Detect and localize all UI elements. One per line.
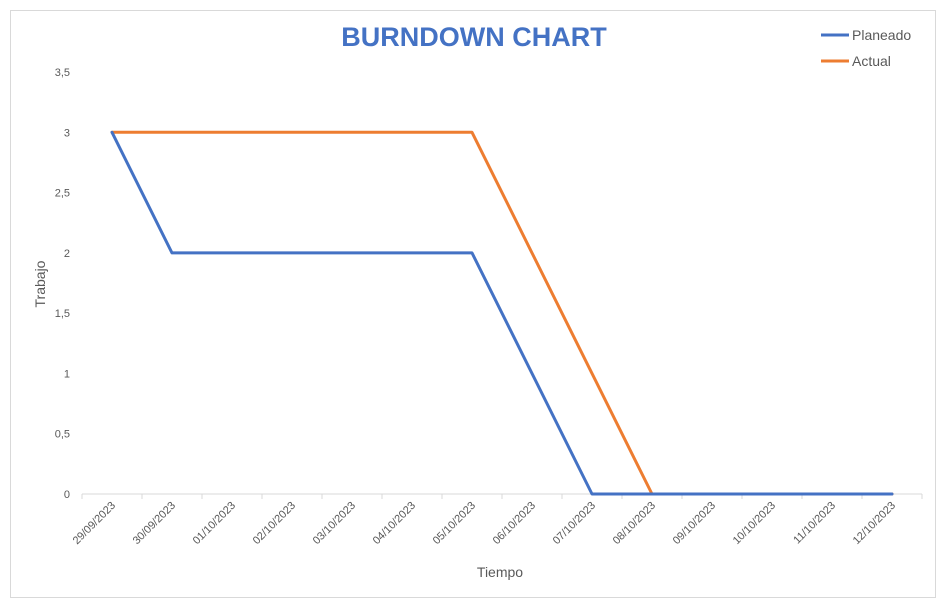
y-axis-title: Trabajo: [32, 260, 48, 307]
y-tick-label: 3,5: [55, 67, 70, 79]
x-tick-label: 04/10/2023: [371, 500, 418, 547]
chart-title: BURNDOWN CHART: [341, 22, 607, 52]
legend-label-actual: Actual: [852, 53, 891, 69]
x-tick-label: 10/10/2023: [731, 500, 778, 547]
x-tick-label: 29/09/2023: [71, 500, 118, 547]
y-tick-label: 1: [64, 368, 70, 380]
x-tick-label: 06/10/2023: [491, 500, 538, 547]
legend-label-planeado: Planeado: [852, 27, 911, 43]
x-axis-ticks: 29/09/2023 30/09/2023 01/10/2023 02/10/2023…: [71, 494, 923, 547]
x-tick-label: 08/10/2023: [611, 500, 658, 547]
series-lines: [110, 130, 894, 496]
x-tick-label: 09/10/2023: [671, 500, 718, 547]
x-tick-label: 11/10/2023: [791, 500, 838, 547]
x-tick-label: 02/10/2023: [251, 500, 298, 547]
x-tick-label: 03/10/2023: [311, 500, 358, 547]
y-axis-ticks: 0 0,5 1 1,5 2 2,5 3 3,5: [55, 67, 70, 501]
x-axis-title: Tiempo: [477, 564, 523, 580]
y-tick-label: 0: [64, 489, 70, 501]
y-tick-label: 3: [64, 127, 70, 139]
x-tick-label: 05/10/2023: [431, 500, 478, 547]
x-tick-label: 01/10/2023: [191, 500, 238, 547]
y-tick-label: 2: [64, 248, 70, 260]
legend-item-planeado[interactable]: Planeado: [821, 27, 911, 43]
y-tick-label: 0,5: [55, 429, 70, 441]
y-tick-label: 2,5: [55, 188, 70, 200]
x-tick-label: 30/09/2023: [131, 500, 178, 547]
x-tick-label: 07/10/2023: [551, 500, 598, 547]
chart-area: [10, 10, 936, 598]
x-tick-label: 12/10/2023: [851, 500, 898, 547]
series-line-planeado: [110, 130, 894, 496]
legend: Planeado Actual: [821, 27, 911, 69]
legend-item-actual[interactable]: Actual: [821, 53, 891, 69]
y-tick-label: 1,5: [55, 308, 70, 320]
